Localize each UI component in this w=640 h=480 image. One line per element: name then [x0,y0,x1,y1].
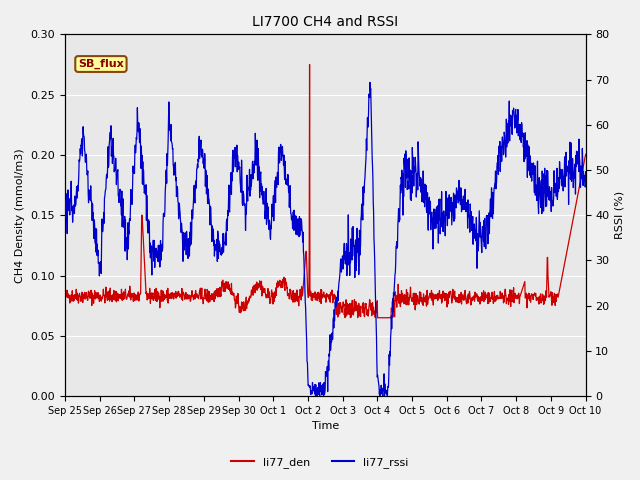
Title: LI7700 CH4 and RSSI: LI7700 CH4 and RSSI [252,15,398,29]
Y-axis label: CH4 Density (mmol/m3): CH4 Density (mmol/m3) [15,148,25,283]
Text: SB_flux: SB_flux [78,59,124,69]
X-axis label: Time: Time [312,421,339,432]
Legend: li77_den, li77_rssi: li77_den, li77_rssi [227,452,413,472]
Y-axis label: RSSI (%): RSSI (%) [615,191,625,240]
